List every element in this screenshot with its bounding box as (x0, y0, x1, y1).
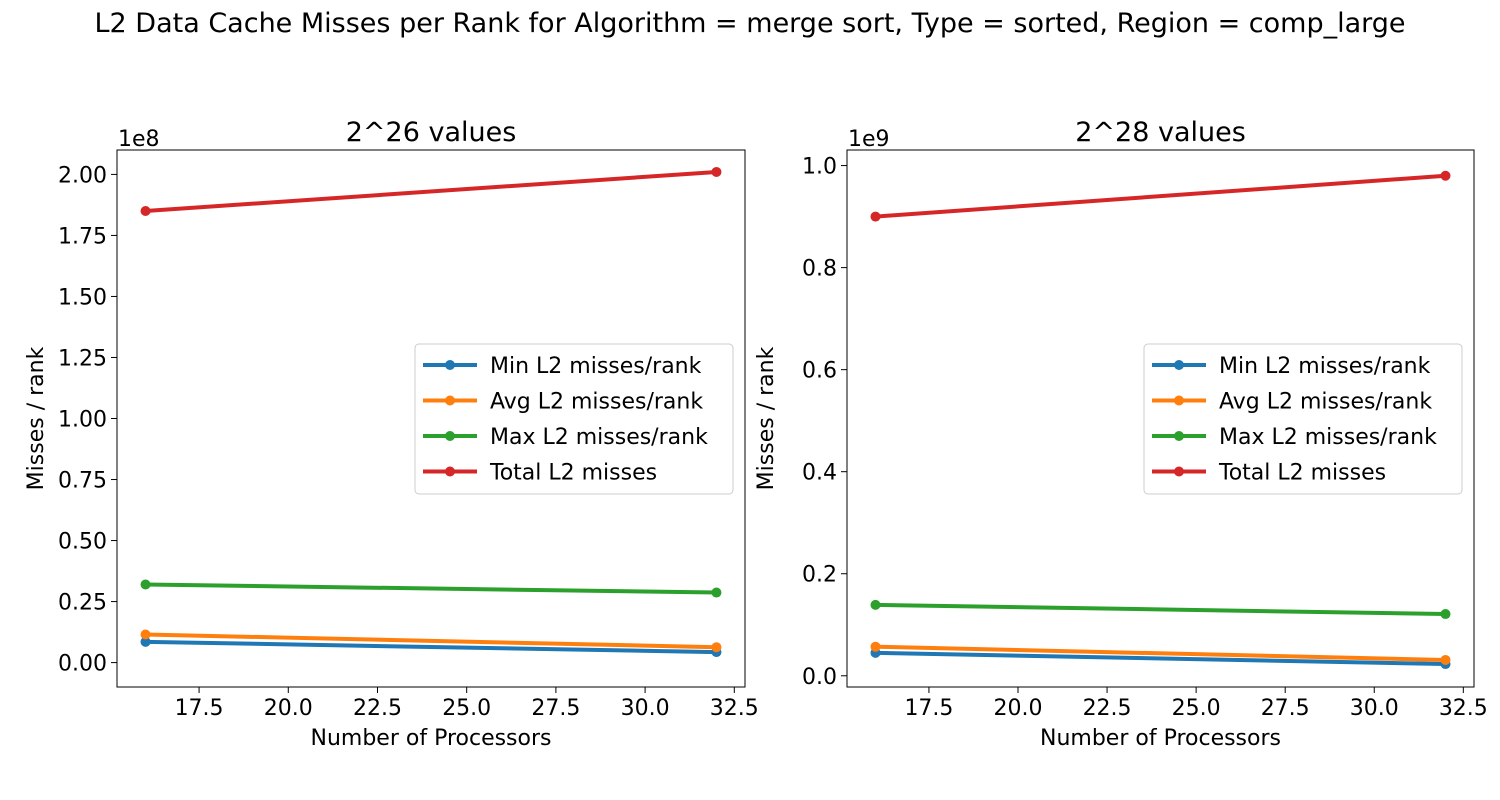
panel1-y-axis-label: Misses / rank (24, 346, 49, 490)
panel2-legend-marker-1 (1174, 360, 1184, 370)
panel1-series-2-point (711, 642, 722, 653)
panel2-series-4-point (1440, 170, 1451, 181)
panel1-series-4-point (140, 206, 151, 217)
panel2-y-axis-label: Misses / rank (754, 346, 779, 490)
panel1-series-line-2 (145, 632, 717, 650)
panel2-legend-label-2: Avg L2 misses/rank (1219, 390, 1432, 415)
panel2-series-line-3 (875, 602, 1446, 617)
panel1-y-tick-label: 1.50 (58, 285, 107, 310)
panel2-y-tick-label: 1.0 (802, 155, 837, 180)
panel2-x-tick-label: 22.5 (1083, 696, 1132, 721)
panel1-series-3-point (711, 587, 722, 598)
panel1-series-1-point (140, 636, 151, 647)
panel1-x-tick-label: 17.5 (175, 696, 224, 721)
panel1-legend-marker-1 (445, 360, 455, 370)
panel2-y-tick-label: 0.2 (802, 563, 837, 588)
panel1-offset-text: 1e8 (118, 127, 160, 152)
figure-title: L2 Data Cache Misses per Rank for Algori… (94, 8, 1406, 39)
panel2-y-tick-label: 0.4 (802, 461, 837, 486)
panel2-x-tick-label: 27.5 (1261, 696, 1310, 721)
panel1-legend-marker-3 (445, 431, 455, 441)
panel2-legend-box (1143, 343, 1463, 495)
panel1-series-4-point (711, 166, 722, 177)
panel1-x-tick-label: 30.0 (621, 696, 670, 721)
panel2-axes-frame (846, 149, 1475, 688)
panel2-x-axis-label: Number of Processors (1040, 726, 1281, 751)
panel2-series-2-point (1440, 654, 1451, 665)
panel1-series-line-3 (145, 582, 717, 595)
panel1-series-3-point (140, 579, 151, 590)
panel2-legend-marker-4 (1174, 466, 1184, 477)
panel1-series-2-point (140, 629, 151, 640)
panel1-y-tick-label: 1.75 (58, 224, 107, 249)
panel2-legend-label-3: Max L2 misses/rank (1219, 425, 1437, 450)
panel1-legend-marker-4 (445, 466, 455, 477)
panel2-x-tick-label: 17.5 (904, 696, 953, 721)
panel1-y-tick-label: 2.00 (58, 163, 107, 188)
panel2-y-tick-label: 0.8 (802, 257, 837, 282)
panel2-series-2-point (870, 641, 881, 652)
panel1-x-axis-label: Number of Processors (311, 726, 552, 751)
panel2-series-3-point (870, 599, 881, 610)
panel2-legend-marker-2 (1174, 395, 1184, 406)
panel1-legend-label-1: Min L2 misses/rank (490, 354, 702, 379)
panel2-series-line-2 (875, 644, 1446, 662)
panel1-series-line-1 (145, 639, 717, 655)
panel2-x-tick-label: 25.0 (1172, 696, 1221, 721)
panel1-x-tick-label: 27.5 (531, 696, 580, 721)
panel2-title: 2^28 values (1075, 117, 1246, 148)
panel1-legend-label-2: Avg L2 misses/rank (490, 390, 703, 415)
panel1-legend-marker-2 (445, 395, 455, 406)
panel1-legend-box (414, 343, 734, 495)
panel2-series-4-point (870, 211, 881, 222)
panel1-legend-label-3: Max L2 misses/rank (490, 425, 708, 450)
panel1-series-line-4 (145, 169, 717, 214)
panel1-legend-label-4: Total L2 misses (489, 461, 657, 486)
panel1-y-tick-label: 0.75 (58, 469, 107, 494)
panel1-x-tick-label: 25.0 (442, 696, 491, 721)
panel2-series-3-point (1440, 609, 1451, 620)
panel1-y-tick-label: 1.25 (58, 346, 107, 371)
panel1-title: 2^26 values (346, 117, 517, 148)
panel1-y-tick-label: 0.50 (58, 530, 107, 555)
panel2-series-line-4 (875, 173, 1446, 219)
panel2-y-tick-label: 0.0 (802, 665, 837, 690)
panel1-y-tick-label: 1.00 (58, 408, 107, 433)
panel2-legend-label-1: Min L2 misses/rank (1219, 354, 1431, 379)
panel2-offset-text: 1e9 (848, 127, 890, 152)
panel1-x-tick-label: 32.5 (710, 696, 759, 721)
panel2-y-tick-label: 0.6 (802, 359, 837, 384)
panel2-legend-label-4: Total L2 misses (1218, 461, 1386, 486)
panel1-x-tick-label: 20.0 (264, 696, 313, 721)
panel2-x-tick-label: 30.0 (1350, 696, 1399, 721)
panel2-legend-marker-3 (1174, 431, 1184, 441)
panel2-series-line-1 (875, 650, 1446, 667)
panel2-x-tick-label: 32.5 (1439, 696, 1488, 721)
panel1-y-tick-label: 0.00 (58, 652, 107, 677)
panel1-x-tick-label: 22.5 (353, 696, 402, 721)
panel2-x-tick-label: 20.0 (994, 696, 1043, 721)
panel1-y-tick-label: 0.25 (58, 591, 107, 616)
